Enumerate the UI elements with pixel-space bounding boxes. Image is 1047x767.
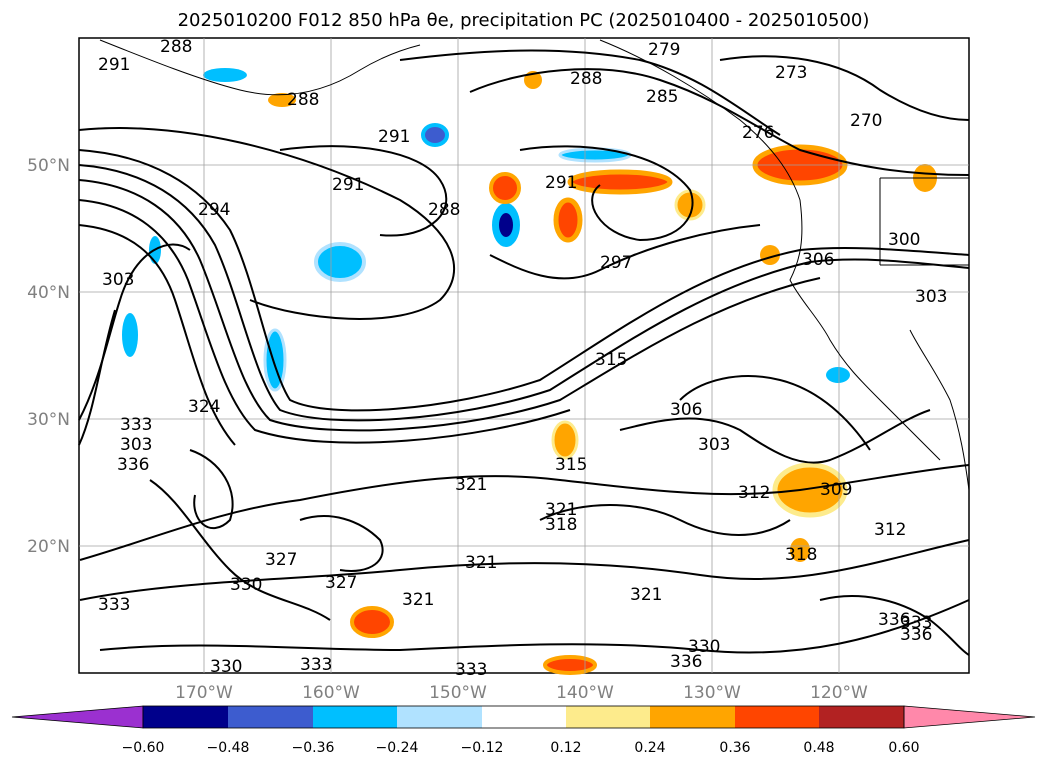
contour-label: 306: [802, 250, 834, 270]
lon-axis: 170°W 160°W 150°W 140°W 130°W 120°W: [175, 683, 868, 703]
contour-label: 330: [688, 637, 720, 657]
precip-shading: [122, 68, 937, 675]
contour-label: 324: [188, 397, 220, 417]
contour-label: 336: [900, 625, 932, 645]
map-title: 2025010200 F012 850 hPa θe, precipitatio…: [177, 10, 870, 31]
contour-label: 336: [670, 652, 702, 672]
contour-label: 333: [300, 655, 332, 675]
colorbar: −0.60 −0.48 −0.36 −0.24 −0.12 0.12 0.24 …: [11, 705, 1036, 756]
contour-label: 330: [210, 657, 242, 677]
colorbar-extend-high: [903, 705, 1036, 729]
contour-label: 279: [648, 40, 680, 60]
contour-label: 276: [742, 123, 774, 143]
contour-label: 330: [230, 575, 262, 595]
lat-tick-label: 40°N: [27, 283, 70, 303]
contour-label: 303: [915, 287, 947, 307]
colorbar-swatch: [143, 706, 228, 728]
colorbar-tick-label: −0.24: [376, 740, 419, 756]
map-frame: [78, 37, 970, 674]
colorbar-tick-label: −0.60: [122, 740, 165, 756]
contour-label: 273: [775, 63, 807, 83]
colorbar-tick-label: −0.48: [207, 740, 250, 756]
contour-label: 300: [888, 230, 920, 250]
contour-label: 288: [160, 37, 192, 57]
contour-label: 321: [465, 553, 497, 573]
lat-tick-label: 30°N: [27, 410, 70, 430]
lat-axis: 50°N 40°N 30°N 20°N: [27, 156, 70, 557]
lon-tick-label: 170°W: [175, 683, 233, 703]
contour-label: 291: [332, 175, 364, 195]
contour-label: 291: [545, 173, 577, 193]
contour-label: 285: [646, 87, 678, 107]
colorbar-swatch: [566, 706, 650, 728]
colorbar-tick-label: 0.60: [888, 740, 919, 756]
colorbar-swatch: [313, 706, 397, 728]
contour-label: 270: [850, 111, 882, 131]
contour-label: 333: [455, 660, 487, 680]
contour-label: 288: [570, 69, 602, 89]
colorbar-tick-label: 0.48: [803, 740, 834, 756]
contour-label: 288: [428, 200, 460, 220]
colorbar-swatch: [650, 706, 735, 728]
contour-label: 327: [325, 573, 357, 593]
contour-labels: 291 288 279 273 288 288 285 276 270 291 …: [98, 37, 947, 680]
contour-label: 288: [287, 90, 319, 110]
colorbar-tick-label: −0.36: [292, 740, 335, 756]
contour-label: 312: [874, 520, 906, 540]
coastlines: [99, 39, 970, 491]
contour-label: 303: [698, 435, 730, 455]
contour-label: 321: [630, 585, 662, 605]
lat-tick-label: 50°N: [27, 156, 70, 176]
colorbar-swatch: [228, 706, 313, 728]
contour-label: 291: [98, 55, 130, 75]
colorbar-tick-label: −0.12: [461, 740, 504, 756]
contour-label: 303: [120, 435, 152, 455]
contour-label: 315: [595, 350, 627, 370]
contour-label: 321: [545, 500, 577, 520]
contour-label: 291: [378, 127, 410, 147]
contour-label: 312: [738, 483, 770, 503]
contour-label: 309: [820, 480, 852, 500]
colorbar-tick-label: 0.12: [550, 740, 581, 756]
lon-tick-label: 140°W: [556, 683, 614, 703]
lon-tick-label: 130°W: [683, 683, 741, 703]
lat-tick-label: 20°N: [27, 537, 70, 557]
colorbar-tick-label: 0.24: [634, 740, 665, 756]
colorbar-swatch: [819, 706, 904, 728]
colorbar-swatch: [482, 706, 566, 728]
gridlines: [79, 38, 969, 673]
contour-label: 315: [555, 455, 587, 475]
lon-tick-label: 120°W: [810, 683, 868, 703]
contour-label: 327: [265, 550, 297, 570]
theta-e-contours: [78, 49, 970, 656]
contour-label: 321: [455, 475, 487, 495]
contour-label: 336: [878, 610, 910, 630]
contour-label: 321: [402, 590, 434, 610]
contour-label: 318: [545, 515, 577, 535]
colorbar-tick-label: 0.36: [719, 740, 750, 756]
contour-label: 336: [117, 455, 149, 475]
contour-label: 333: [900, 613, 932, 633]
colorbar-swatch: [397, 706, 482, 728]
contour-label: 294: [198, 200, 230, 220]
colorbar-swatch: [735, 706, 819, 728]
contour-label: 306: [670, 400, 702, 420]
contour-label: 318: [785, 545, 817, 565]
lon-tick-label: 150°W: [429, 683, 487, 703]
contour-label: 333: [98, 595, 130, 615]
colorbar-extend-low: [11, 705, 144, 729]
lon-tick-label: 160°W: [302, 683, 360, 703]
contour-label: 297: [600, 253, 632, 273]
contour-label: 333: [120, 415, 152, 435]
contour-label: 303: [102, 270, 134, 290]
